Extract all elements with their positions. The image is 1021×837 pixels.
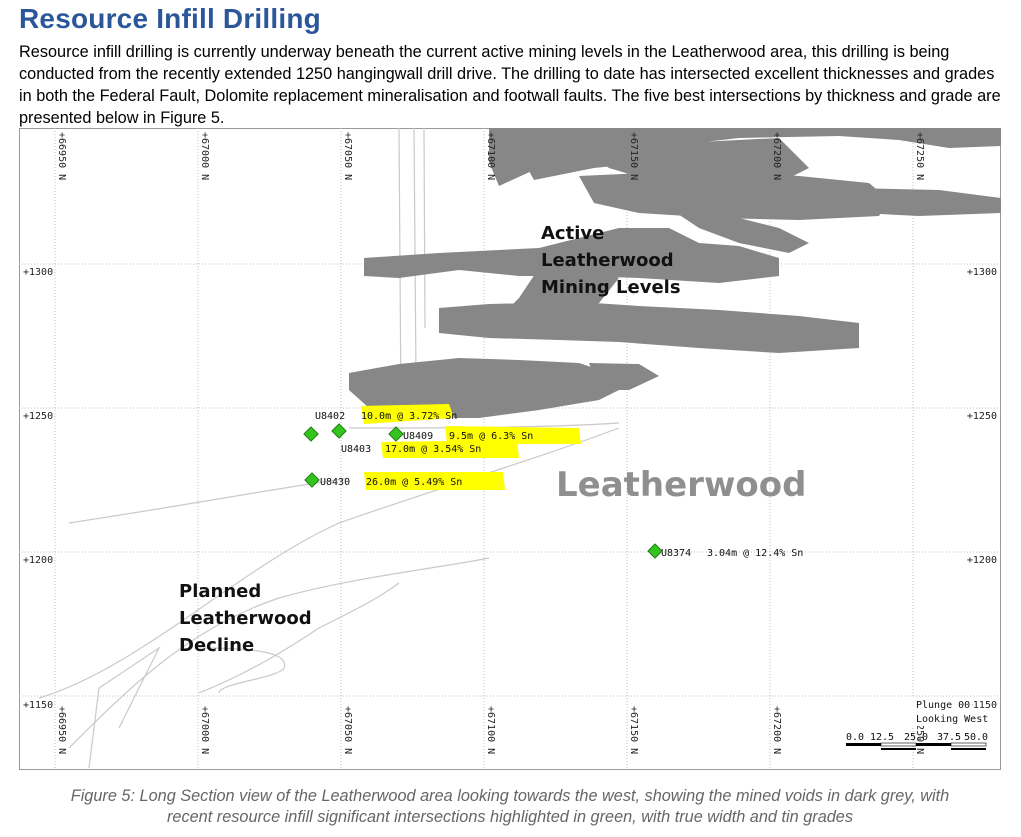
scale-bar: 0.0 12.5 25.0 37.5 50.0 — [846, 732, 988, 750]
highlight-u8402 — [361, 404, 454, 424]
northing-label: +67250 N — [914, 132, 925, 180]
scale-label: 25.0 — [904, 732, 928, 743]
northing-labels-top: +66950 N +67000 N +67050 N +67100 N +671… — [56, 132, 925, 180]
elevation-label-left: +1250 — [23, 411, 53, 422]
northing-label: +67150 N — [628, 706, 639, 754]
leatherwood-area-label: Leatherwood — [556, 465, 806, 505]
intersection-markers — [303, 423, 663, 559]
hole-id-label: U8374 — [661, 548, 691, 559]
planned-decline-label-line3: Decline — [179, 635, 254, 656]
looking-direction-label: Looking West — [916, 714, 988, 725]
intro-paragraph: Resource infill drilling is currently un… — [19, 43, 1001, 127]
intersection-result-label: 9.5m @ 6.3% Sn — [449, 431, 533, 442]
highlight-u8430 — [364, 472, 505, 490]
decline-switchback — [198, 647, 286, 694]
planned-decline-label-line1: Planned — [179, 581, 261, 602]
highlight-u8403 — [381, 440, 519, 458]
scale-label: 37.5 — [937, 732, 961, 743]
intersection-result-label: 17.0m @ 3.54% Sn — [385, 444, 481, 455]
intersection-marker — [304, 472, 320, 488]
scale-label: 0.0 — [846, 732, 864, 743]
mined-voids — [349, 128, 1001, 418]
void-upper-band — [619, 128, 1001, 148]
hole-id-label: U8430 — [320, 477, 350, 488]
void-level-1 — [364, 228, 779, 283]
intersection-marker — [388, 426, 404, 442]
elevation-label-left: +1300 — [23, 267, 53, 278]
northing-label: +67100 N — [485, 706, 496, 754]
northing-label: +67000 N — [199, 132, 210, 180]
northing-label: +67050 N — [342, 706, 353, 754]
northing-labels-bottom: +66950 N +67000 N +67050 N +67100 N +671… — [56, 706, 925, 754]
elevation-label-right: +1200 — [967, 555, 997, 566]
highlight-u8409 — [445, 426, 581, 444]
intersection-result-label: 26.0m @ 5.49% Sn — [366, 477, 462, 488]
development-traces — [38, 127, 620, 769]
void-level-3-stub — [589, 363, 659, 390]
northing-label: +67100 N — [485, 132, 496, 180]
elevation-labels: +1300 +1250 +1200 +1150 +1300 +1250 +120… — [23, 267, 997, 711]
northing-label: +67200 N — [771, 706, 782, 754]
scale-label: 12.5 — [870, 732, 894, 743]
elevation-label-left: +1150 — [23, 700, 53, 711]
hole-id-label: U8402 — [315, 411, 345, 422]
void-top-2 — [489, 128, 539, 186]
elevation-label-right: +1300 — [967, 267, 997, 278]
scale-label: 50.0 — [964, 732, 988, 743]
intersection-result-label: 10.0m @ 3.72% Sn — [361, 411, 457, 422]
void-ramp — [499, 263, 619, 328]
page-heading: Resource Infill Drilling — [19, 3, 321, 34]
northing-label: +66950 N — [56, 706, 67, 754]
shaft-trace-2 — [413, 127, 417, 379]
void-upper-1 — [579, 138, 809, 183]
active-levels-label-line1: Active — [541, 223, 604, 244]
northing-label: +67150 N — [628, 132, 639, 180]
northing-label: +66950 N — [56, 132, 67, 180]
void-level-3 — [349, 358, 619, 418]
decline-trace-1 — [38, 427, 620, 699]
elevation-label-right: +1250 — [967, 411, 997, 422]
figure-caption: Figure 5: Long Section view of the Leath… — [70, 787, 950, 826]
void-mid-2 — [699, 178, 1001, 216]
decline-trace-3 — [198, 582, 400, 694]
northing-label: +67250 N — [914, 706, 925, 754]
shaft-trace-3 — [423, 127, 426, 329]
intersection-result-label: 3.04m @ 12.4% Sn — [707, 548, 803, 559]
plunge-label: Plunge 00 — [916, 700, 970, 711]
long-section-figure: +66950 N +67000 N +67050 N +67100 N +671… — [19, 127, 1001, 770]
active-levels-label-line2: Leatherwood — [541, 250, 674, 271]
intersection-marker — [331, 423, 347, 439]
elevation-label-right: +1150 — [967, 700, 997, 711]
intersection-marker — [303, 426, 319, 442]
northing-label: +67200 N — [771, 132, 782, 180]
active-levels-label-line3: Mining Levels — [541, 277, 681, 298]
northing-label: +67050 N — [342, 132, 353, 180]
view-info: Plunge 00 Looking West — [912, 698, 988, 726]
drive-trace — [68, 477, 350, 524]
decline-trace-2 — [68, 557, 490, 749]
northing-label: +67000 N — [199, 706, 210, 754]
hole-id-label: U8403 — [341, 444, 371, 455]
intersection-labels: U8402 10.0m @ 3.72% Sn U8409 9.5m @ 6.3%… — [315, 411, 803, 559]
hole-id-label: U8409 — [403, 431, 433, 442]
long-section-map: +66950 N +67000 N +67050 N +67100 N +671… — [19, 127, 1001, 770]
decline-loop — [88, 646, 161, 769]
elevation-label-left: +1200 — [23, 555, 53, 566]
intersection-marker — [647, 543, 663, 559]
planned-decline-label-line2: Leatherwood — [179, 608, 312, 629]
void-connector — [669, 208, 809, 253]
intersection-highlights — [361, 404, 581, 490]
